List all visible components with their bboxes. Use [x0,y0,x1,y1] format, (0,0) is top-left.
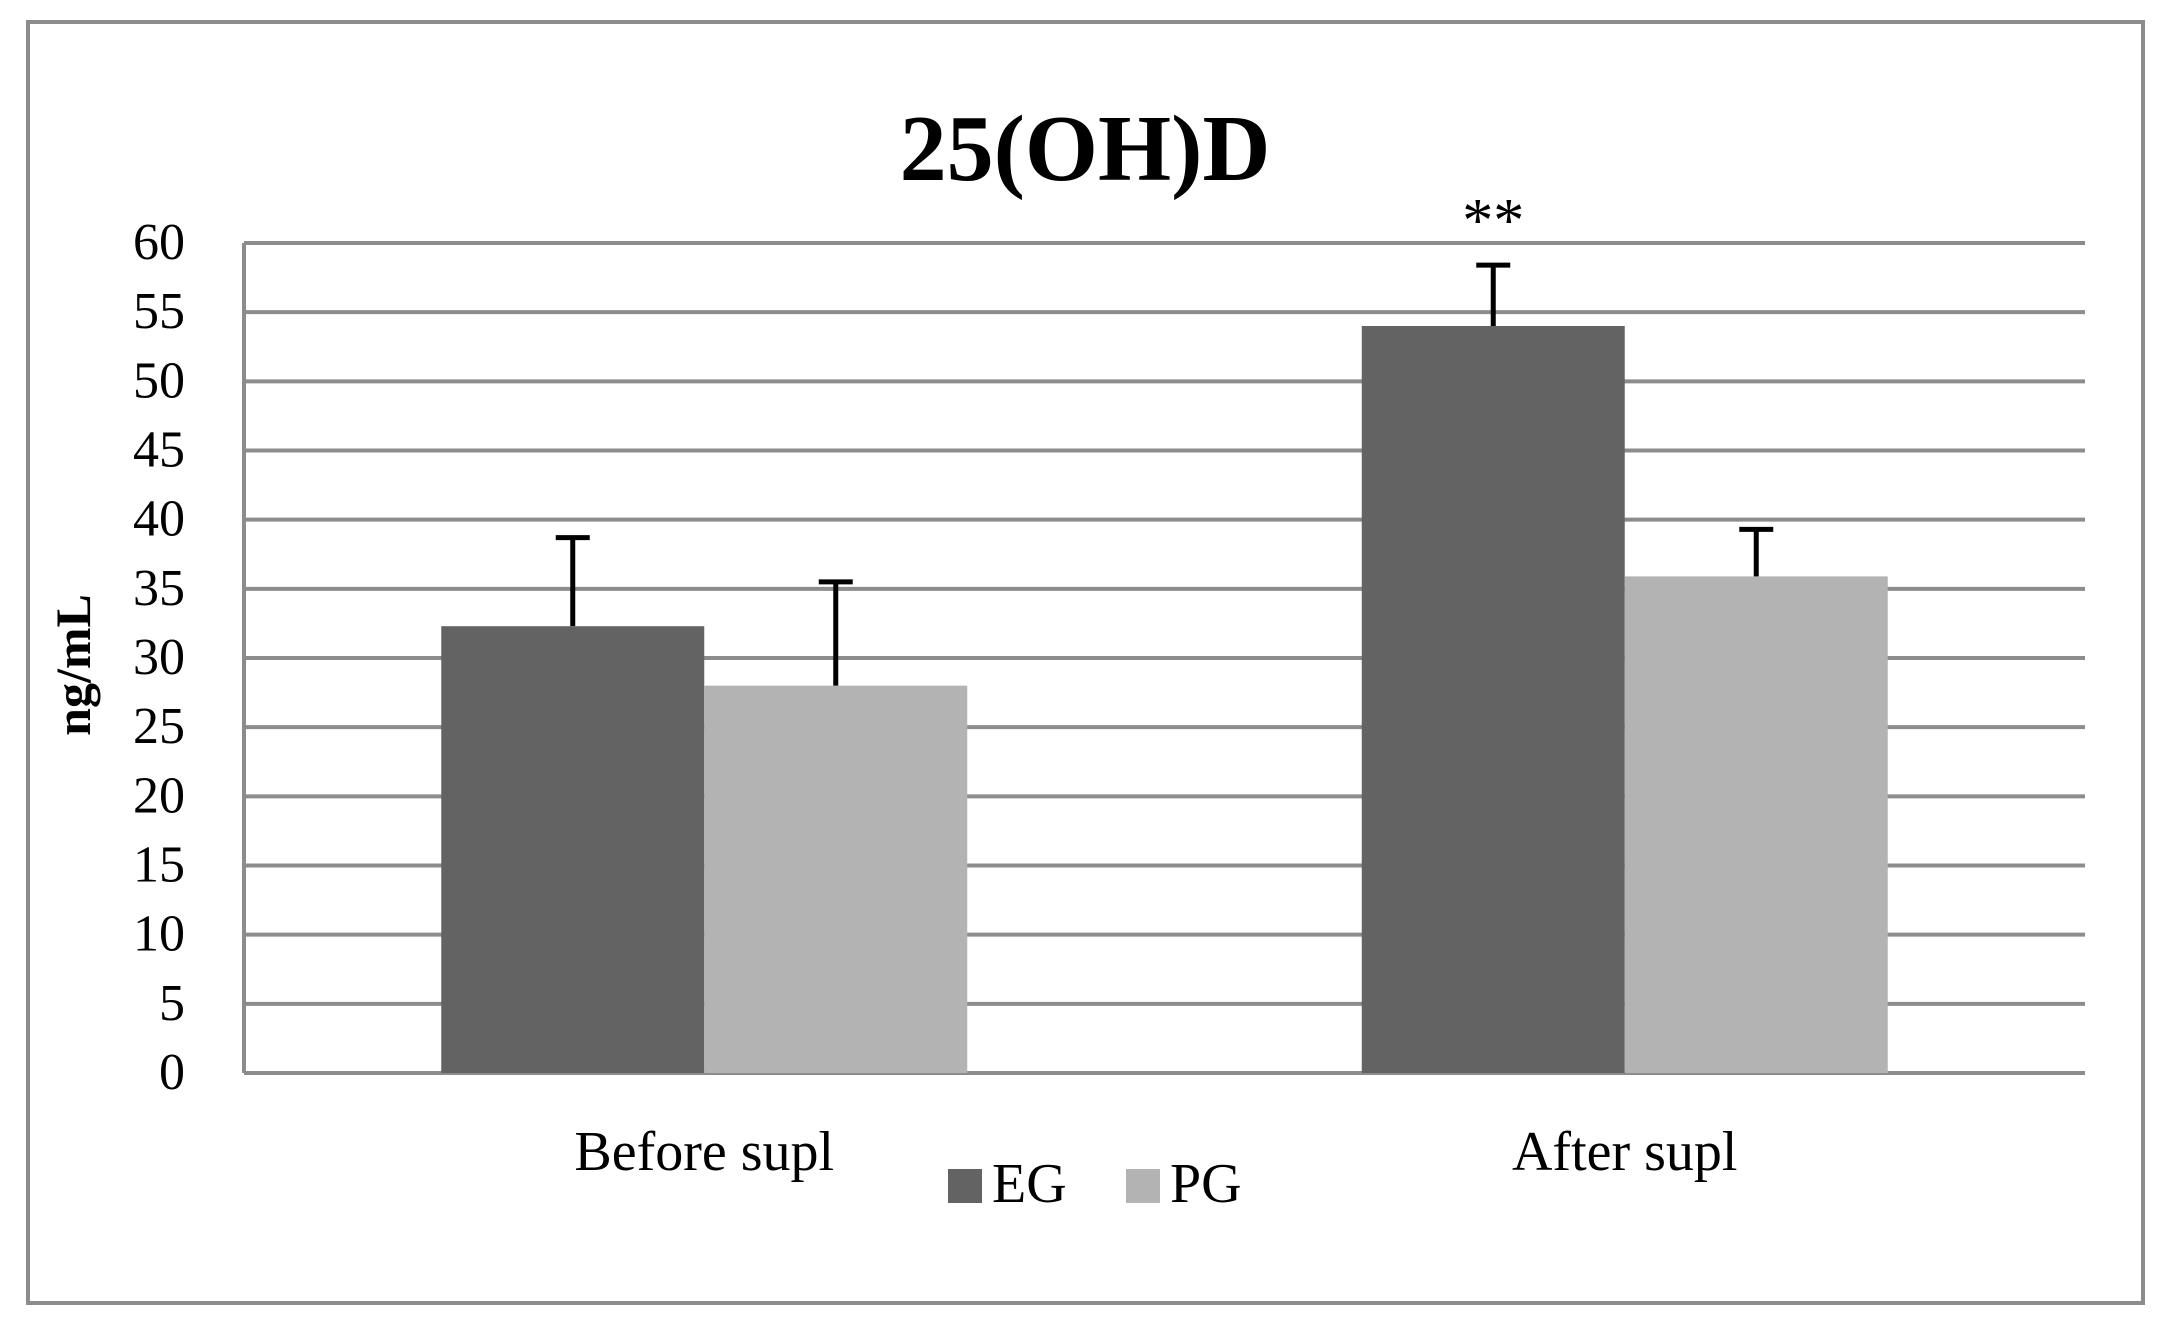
y-tick-label: 40 [133,491,185,548]
y-tick-label: 20 [133,767,185,824]
chart-title: 25(OH)D [900,97,1271,201]
y-tick-label: 0 [159,1044,185,1101]
y-tick-label: 60 [133,214,185,271]
y-tick-label: 35 [133,560,185,617]
legend-label-pg: PG [1170,1153,1242,1215]
legend-swatch-eg [948,1169,982,1203]
y-tick-label: 55 [133,283,185,340]
legend-label-eg: EG [992,1153,1067,1215]
bar-pg [1624,576,1888,1073]
y-axis-label: ng/mL [45,594,101,736]
x-tick-label: Before supl [574,1121,834,1183]
y-tick-label: 30 [133,629,185,686]
bar-eg [441,626,705,1073]
y-tick-label: 50 [133,352,185,409]
y-tick-label: 10 [133,906,185,963]
y-tick-label: 45 [133,422,185,479]
bar-eg [1361,326,1625,1073]
y-tick-label: 5 [159,975,185,1032]
significance-annotation: ** [1462,187,1524,255]
y-tick-label: 15 [133,837,185,894]
y-tick-label: 25 [133,698,185,755]
legend-swatch-pg [1126,1169,1160,1203]
plot-area: 0 5 10 15 20 25 30 35 40 45 50 55 60 Before supl After… [133,187,2085,1215]
x-tick-label: After supl [1512,1121,1738,1183]
bar-pg [704,685,968,1073]
